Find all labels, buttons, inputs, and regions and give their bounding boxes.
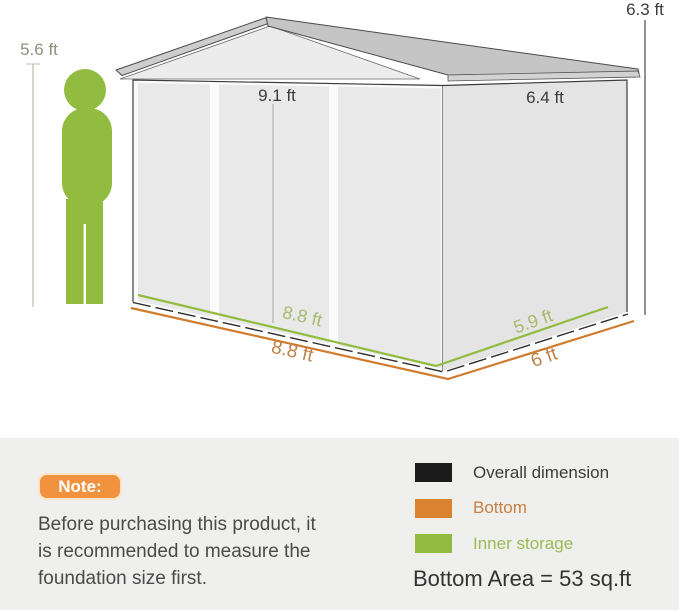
legend-label: Overall dimension bbox=[473, 462, 610, 482]
person-head bbox=[64, 69, 106, 111]
person-torso bbox=[62, 108, 112, 206]
front-panel-center bbox=[219, 84, 329, 344]
legend-swatch-overall-dimension bbox=[415, 463, 452, 482]
label-side-depth: 6.4 ft bbox=[526, 88, 564, 107]
person-silhouette bbox=[62, 69, 112, 305]
label-overall-height: 6.3 ft bbox=[626, 0, 664, 19]
label-person-height: 5.6 ft bbox=[20, 40, 58, 59]
legend-swatch-inner-storage bbox=[415, 534, 452, 553]
person-height-dimension: 5.6 ft bbox=[20, 40, 58, 307]
roof-side-eave bbox=[447, 70, 641, 82]
bottom-line bbox=[130, 306, 635, 381]
note-badge-label: Note: bbox=[58, 476, 102, 496]
label-bottom-side: 6 ft bbox=[528, 343, 561, 372]
note-line: foundation size first. bbox=[38, 568, 207, 589]
bottom-area-text: Bottom Area = 53 sq.ft bbox=[413, 566, 632, 591]
side-wall-outline bbox=[442, 79, 628, 312]
inner-storage-line bbox=[137, 293, 609, 368]
note-text: Before purchasing this product, it is re… bbox=[38, 511, 316, 592]
legend-item: Overall dimension bbox=[415, 463, 609, 482]
legend: Overall dimension Bottom Inner storage bbox=[415, 463, 609, 570]
shed-dimension-diagram: 5.6 ft bbox=[20, 0, 664, 381]
roof-gable bbox=[119, 25, 421, 80]
note-line: is recommended to measure the bbox=[38, 541, 311, 562]
legend-item: Inner storage bbox=[415, 534, 609, 553]
label-front-width: 9.1 ft bbox=[258, 86, 296, 105]
legend-swatch-bottom bbox=[415, 498, 452, 518]
front-panel-right bbox=[338, 86, 441, 369]
note-line: Before purchasing this product, it bbox=[38, 514, 316, 535]
person-leg-gap bbox=[83, 224, 86, 305]
info-section: Note: Before purchasing this product, it… bbox=[0, 438, 679, 610]
legend-item: Bottom bbox=[415, 498, 609, 518]
front-panel-left bbox=[138, 83, 210, 317]
shed-side-wall bbox=[442, 79, 628, 371]
shed-front-wall bbox=[132, 79, 444, 371]
shed-roof bbox=[115, 16, 641, 82]
legend-label: Inner storage bbox=[473, 533, 574, 553]
side-wall-face bbox=[443, 80, 627, 371]
legend-label: Bottom bbox=[473, 498, 527, 517]
label-bottom-front: 8.8 ft bbox=[269, 337, 316, 367]
overall-dimension-line bbox=[132, 301, 629, 373]
note-badge: Note: bbox=[38, 473, 122, 500]
